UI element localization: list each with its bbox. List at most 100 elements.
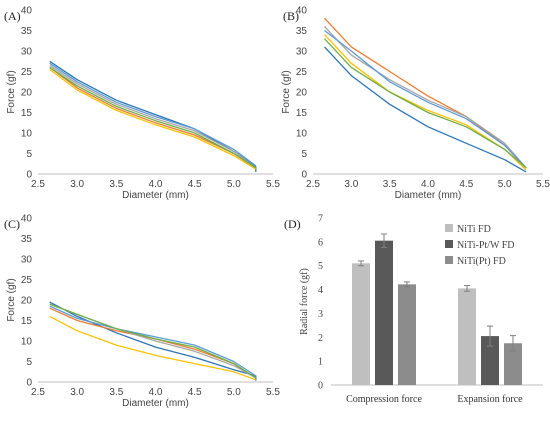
- panel-label: (D): [284, 217, 301, 231]
- series-line: [49, 315, 257, 381]
- panel-label: (B): [283, 9, 299, 23]
- y-tick-label: 15: [296, 108, 308, 119]
- y-tick-label: 5: [318, 261, 323, 272]
- x-tick-label: 4.0: [149, 387, 163, 398]
- series-line: [49, 68, 257, 170]
- legend-entry: NiTi(Pt) FD: [457, 256, 506, 267]
- panel-b: (B) 0 5 10 15 20 25 30 35 40 2.5 3.0 3.5 4.0 4.5 5.0 5.5…: [281, 6, 550, 202]
- x-tick-label: 2.5: [306, 179, 320, 190]
- x-tick-label: 2.5: [31, 387, 45, 398]
- y-tick-label: 4: [318, 285, 323, 296]
- legend: NiTi FD NiTi-Pt/W FD NiTi(Pt) FD: [445, 224, 515, 267]
- y-tick-label: 7: [318, 214, 323, 225]
- legend-swatch: [445, 240, 453, 248]
- x-tick-label: 5.5: [536, 179, 550, 190]
- y-tick-label: 5: [26, 149, 32, 160]
- legend-swatch: [445, 256, 453, 264]
- series-line: [324, 34, 527, 171]
- x-tick-label: 3.0: [70, 179, 84, 190]
- y-tick-label: 20: [21, 296, 33, 307]
- x-tick-label: 5.5: [266, 387, 280, 398]
- series-line: [49, 305, 257, 377]
- x-tick-label: 5.0: [498, 179, 512, 190]
- series-line: [49, 66, 257, 169]
- y-tick-label: 0: [26, 378, 32, 389]
- series-line: [324, 46, 527, 173]
- series-line: [324, 25, 527, 169]
- series-line: [324, 29, 527, 169]
- y-tick-label: 3: [318, 309, 323, 320]
- x-tick-label: 5.0: [227, 179, 241, 190]
- y-tick-label: 15: [21, 316, 33, 327]
- x-axis-label: Diameter (mm): [122, 398, 189, 409]
- error-bar: [381, 233, 387, 248]
- x-tick-label: 4.0: [149, 179, 163, 190]
- category-label: Compression force: [346, 394, 422, 405]
- y-tick-label: 1: [318, 357, 323, 368]
- y-tick-label: 20: [21, 88, 33, 99]
- panel-d: (D) 0 1 2 3 4 5 6 7 Radial force (gf) Compression …: [284, 214, 543, 405]
- x-tick-label: 3.5: [383, 179, 397, 190]
- x-tick-label: 3.0: [344, 179, 358, 190]
- bar: [504, 343, 522, 385]
- bar: [398, 284, 416, 385]
- y-tick-label: 6: [318, 237, 323, 248]
- x-tick-label: 4.5: [459, 179, 473, 190]
- x-axis-label: Diameter (mm): [395, 190, 462, 201]
- x-tick-label: 4.5: [188, 179, 202, 190]
- x-tick-label: 3.5: [109, 387, 123, 398]
- y-tick-label: 30: [21, 255, 33, 266]
- y-tick-label: 10: [296, 129, 308, 140]
- panel-c: (C) 0 5 10 15 20 25 30 35 40 2.5 3.0 3.5 4.0 4.5 5.0 5.5…: [4, 214, 280, 410]
- bar: [458, 288, 476, 385]
- y-tick-label: 25: [21, 275, 33, 286]
- x-tick-label: 4.5: [188, 387, 202, 398]
- y-tick-label: 5: [301, 149, 307, 160]
- y-tick-label: 10: [21, 337, 33, 348]
- legend-entry: NiTi FD: [457, 224, 491, 235]
- error-bar: [487, 325, 493, 347]
- x-tick-label: 3.0: [70, 387, 84, 398]
- y-tick-label: 30: [296, 47, 308, 58]
- y-tick-label: 2: [318, 333, 323, 344]
- bar: [375, 240, 393, 385]
- y-tick-label: 0: [301, 170, 307, 181]
- panel-a: (A) 0 5 10 15 20 25 30 35 40 2.5 3.0 3.5 4.0 4.5 5.0 5.5…: [4, 6, 280, 202]
- y-tick-label: 25: [296, 67, 308, 78]
- y-tick-label: 40: [21, 214, 33, 225]
- x-tick-label: 5.5: [266, 179, 280, 190]
- y-tick-label: 35: [296, 26, 308, 37]
- series-line: [49, 64, 257, 169]
- y-tick-label: 40: [21, 6, 33, 17]
- series-line: [49, 303, 257, 379]
- error-bar: [510, 335, 516, 352]
- panel-label: (A): [4, 9, 21, 23]
- error-bar: [404, 281, 410, 288]
- legend-entry: NiTi-Pt/W FD: [457, 240, 515, 251]
- y-tick-label: 40: [296, 6, 308, 17]
- y-axis-label: Force (gf): [281, 70, 292, 113]
- panel-label: (C): [4, 217, 20, 231]
- error-bar: [464, 285, 470, 292]
- series-line: [49, 301, 257, 381]
- x-tick-label: 2.5: [31, 179, 45, 190]
- x-axis-label: Diameter (mm): [122, 190, 189, 201]
- y-tick-label: 15: [21, 108, 33, 119]
- y-axis-label: Radial force (gf): [299, 268, 310, 335]
- series-line: [49, 60, 257, 172]
- y-axis-label: Force (gf): [6, 70, 17, 113]
- y-tick-label: 35: [21, 26, 33, 37]
- series-line: [324, 17, 527, 169]
- y-tick-label: 20: [296, 88, 308, 99]
- y-tick-label: 10: [21, 129, 33, 140]
- bar: [481, 336, 499, 385]
- x-tick-label: 5.0: [227, 387, 241, 398]
- y-tick-label: 5: [26, 357, 32, 368]
- y-tick-label: 30: [21, 47, 33, 58]
- category-label: Expansion force: [457, 394, 523, 405]
- bar: [352, 263, 370, 385]
- x-tick-label: 3.5: [109, 179, 123, 190]
- y-tick-label: 0: [318, 381, 323, 392]
- legend-swatch: [445, 224, 453, 232]
